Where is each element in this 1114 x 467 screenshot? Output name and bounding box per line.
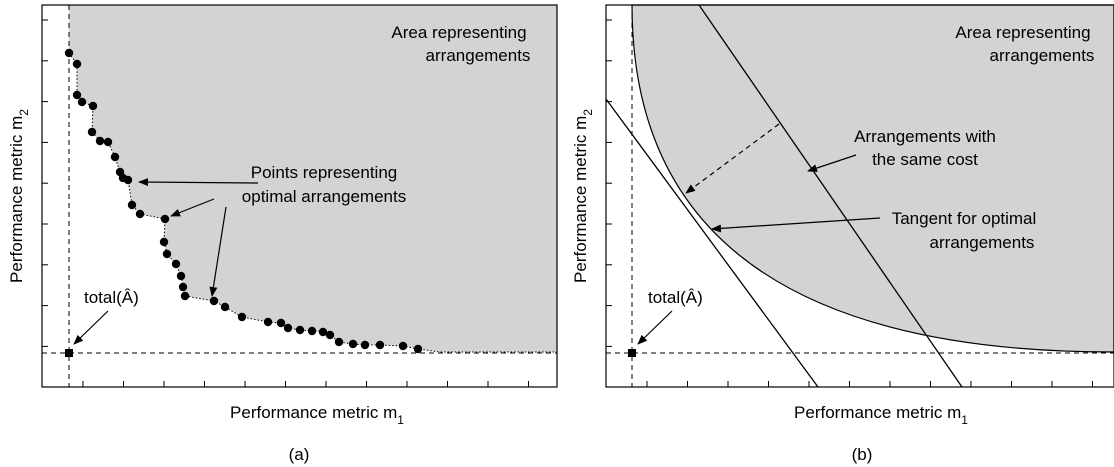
total-point — [628, 349, 636, 357]
optimal-point — [127, 200, 137, 210]
optimal-point — [360, 340, 370, 350]
optimal-point — [95, 136, 105, 146]
same-cost-line — [698, 4, 963, 388]
area-label-line1: Area representing — [391, 23, 526, 42]
optimal-point — [413, 344, 423, 354]
tangent-arrow — [711, 217, 881, 233]
optimal-point — [159, 237, 169, 247]
panel-a: Area representing arrangements Points re… — [7, 4, 558, 464]
total-arrow — [73, 310, 109, 345]
axis-ticks — [42, 19, 529, 387]
optimal-point — [180, 291, 190, 301]
x-axis-label: Performance metric m1 — [794, 403, 968, 427]
optimal-point — [307, 326, 317, 336]
optimal-point — [160, 214, 170, 224]
optimal-point — [77, 97, 87, 107]
points-arrow-2 — [170, 198, 215, 217]
same-cost-label-line2: the same cost — [872, 150, 978, 169]
optimal-point — [110, 152, 120, 162]
optimal-point — [325, 330, 335, 340]
optimal-point — [348, 339, 358, 349]
area-label-line2: arrangements — [990, 46, 1095, 65]
area-label-line2: arrangements — [426, 46, 531, 65]
arrangement-region — [69, 5, 557, 352]
same-cost-label-line1: Arrangements with — [854, 127, 996, 146]
optimal-point — [87, 127, 97, 137]
total-label: total(Â) — [84, 288, 139, 307]
optimal-point — [88, 101, 98, 111]
optimal-point — [135, 209, 145, 219]
optimal-point — [237, 312, 247, 322]
optimal-point — [72, 59, 82, 69]
y-axis-label: Performance metric m2 — [571, 109, 595, 283]
optimal-point — [398, 341, 408, 351]
total-label: total(Â) — [648, 288, 703, 307]
optimal-point — [171, 259, 181, 269]
tangent-line — [605, 98, 819, 388]
optimal-point — [276, 318, 286, 328]
optimal-point — [178, 282, 188, 292]
total-point — [65, 349, 73, 357]
optimal-points — [64, 48, 423, 354]
optimal-point — [176, 271, 186, 281]
optimal-point — [295, 325, 305, 335]
optimal-point — [318, 327, 328, 337]
x-axis-label: Performance metric m1 — [230, 403, 404, 427]
points-label-line2: optimal arrangements — [242, 187, 406, 206]
points-label-line1: Points representing — [251, 163, 397, 182]
optimal-point — [283, 323, 293, 333]
optimal-point — [103, 137, 113, 147]
points-arrow-1 — [138, 178, 259, 187]
optimal-point — [263, 317, 273, 327]
axis-ticks — [606, 19, 1093, 387]
panel-caption: (b) — [852, 445, 873, 464]
total-arrow — [637, 310, 673, 345]
optimal-point — [375, 340, 385, 350]
optimal-point — [209, 296, 219, 306]
panel-b: Area representing arrangements Arrangeme… — [571, 4, 1114, 464]
optimal-point — [72, 90, 82, 100]
panel-caption: (a) — [289, 445, 310, 464]
points-arrow-3 — [209, 206, 227, 297]
optimal-point — [162, 249, 172, 259]
plot-frame — [41, 4, 558, 388]
plot-frame — [605, 4, 1114, 388]
arrangement-region — [631, 4, 1114, 353]
y-axis-label: Performance metric m2 — [7, 109, 31, 283]
optimal-point — [334, 337, 344, 347]
tangent-label-line2: arrangements — [930, 233, 1035, 252]
same-cost-arrow — [807, 154, 857, 172]
optimal-point — [123, 175, 133, 185]
cost-difference-dashed-arrow — [685, 123, 780, 194]
area-label-line1: Area representing — [955, 23, 1090, 42]
optimal-point — [220, 302, 230, 312]
tangent-label-line1: Tangent for optimal — [892, 209, 1037, 228]
